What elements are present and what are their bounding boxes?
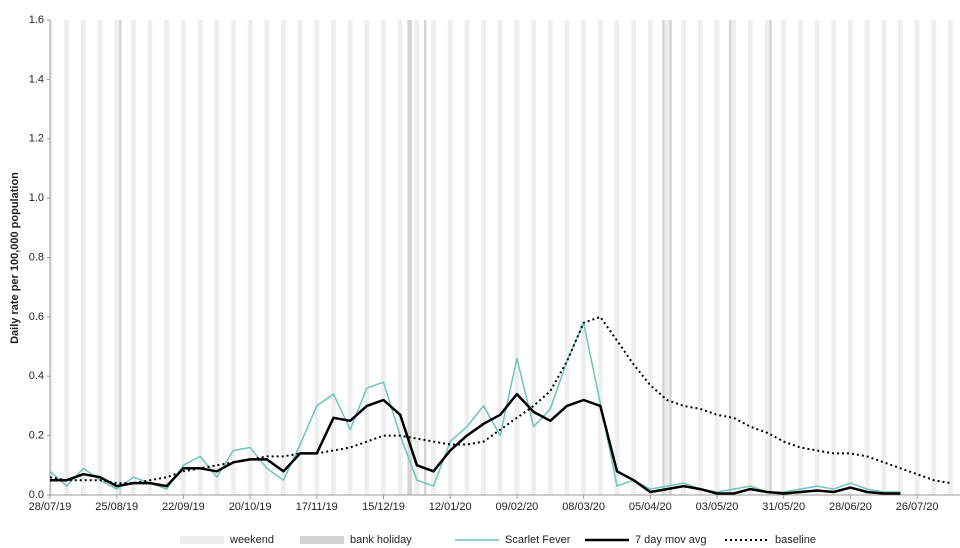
weekend-band bbox=[97, 20, 103, 495]
weekend-band bbox=[364, 20, 370, 495]
series-line bbox=[50, 392, 901, 495]
y-tick-label: 0.6 bbox=[29, 311, 44, 323]
x-tick-label: 20/10/19 bbox=[229, 501, 272, 513]
x-tick-label: 31/05/20 bbox=[762, 501, 805, 513]
bank-holiday-band bbox=[769, 20, 772, 495]
legend-label: weekend bbox=[229, 534, 274, 546]
weekend-band bbox=[881, 20, 887, 495]
x-tick-label: 03/05/20 bbox=[696, 501, 739, 513]
y-tick-label: 0.4 bbox=[29, 370, 44, 382]
weekend-band bbox=[647, 20, 653, 495]
weekend-band bbox=[948, 20, 953, 495]
weekend-band bbox=[214, 20, 220, 495]
y-tick-label: 0.8 bbox=[29, 251, 44, 263]
bank-holiday-band bbox=[119, 20, 122, 495]
weekend-band bbox=[731, 20, 737, 495]
x-tick-label: 09/02/20 bbox=[495, 501, 538, 513]
weekend-band bbox=[597, 20, 603, 495]
weekend-band bbox=[447, 20, 453, 495]
weekend-band bbox=[281, 20, 286, 495]
y-tick-label: 0.2 bbox=[29, 430, 44, 442]
weekend-band bbox=[898, 20, 903, 495]
legend-swatch bbox=[300, 536, 344, 544]
x-tick-label: 17/11/19 bbox=[296, 501, 338, 513]
weekend-band bbox=[130, 20, 136, 495]
legend-label: Scarlet Fever bbox=[505, 534, 571, 546]
weekend-band bbox=[714, 20, 720, 495]
weekend-band bbox=[264, 20, 270, 495]
weekend-band bbox=[381, 20, 386, 495]
x-tick-label: 15/12/19 bbox=[362, 501, 405, 513]
weekend-band bbox=[681, 20, 687, 495]
bank-holiday-band bbox=[409, 20, 413, 495]
legend-swatch bbox=[180, 536, 224, 544]
x-tick-label: 26/07/20 bbox=[896, 501, 939, 513]
y-tick-label: 1.4 bbox=[29, 73, 44, 85]
weekend-band bbox=[414, 20, 420, 495]
weekend-band bbox=[497, 20, 503, 495]
x-tick-label: 12/01/20 bbox=[429, 501, 472, 513]
weekend-band bbox=[164, 20, 170, 495]
weekend-band bbox=[247, 20, 253, 495]
weekend-band bbox=[564, 20, 570, 495]
bank-holiday-band bbox=[728, 20, 732, 495]
weekend-band bbox=[50, 20, 53, 495]
x-tick-label: 25/08/19 bbox=[95, 501, 138, 513]
weekend-band bbox=[231, 20, 236, 495]
series-line bbox=[49, 315, 951, 485]
weekend-band bbox=[697, 20, 703, 495]
weekend-band bbox=[581, 20, 586, 495]
legend-label: bank holiday bbox=[350, 534, 412, 546]
weekend-band bbox=[464, 20, 470, 495]
weekend-band bbox=[481, 20, 486, 495]
weekend-band bbox=[664, 20, 670, 495]
weekend-band bbox=[114, 20, 120, 495]
x-tick-label: 22/09/19 bbox=[162, 501, 205, 513]
weekend-band bbox=[848, 20, 853, 495]
y-tick-label: 1.6 bbox=[29, 14, 44, 26]
weekend-band bbox=[514, 20, 520, 495]
bank-holiday-band bbox=[424, 20, 427, 495]
weekend-band bbox=[314, 20, 320, 495]
bank-holiday-band bbox=[669, 20, 672, 495]
weekend-band bbox=[531, 20, 536, 495]
weekend-band bbox=[297, 20, 303, 495]
y-tick-label: 1.0 bbox=[29, 192, 44, 204]
bank-holiday-band bbox=[407, 20, 410, 495]
weekend-band bbox=[397, 20, 403, 495]
x-tick-label: 28/06/20 bbox=[829, 501, 872, 513]
series-line bbox=[49, 322, 901, 493]
x-tick-label: 28/07/19 bbox=[29, 501, 72, 513]
weekend-band bbox=[80, 20, 86, 495]
weekend-band bbox=[614, 20, 620, 495]
weekend-band bbox=[197, 20, 203, 495]
y-tick-label: 0.0 bbox=[29, 489, 44, 501]
weekend-band bbox=[798, 20, 803, 495]
weekend-band bbox=[347, 20, 353, 495]
weekend-band bbox=[147, 20, 153, 495]
x-tick-label: 05/04/20 bbox=[629, 501, 672, 513]
weekend-band bbox=[431, 20, 436, 495]
weekend-band bbox=[931, 20, 937, 495]
x-tick-label: 08/03/20 bbox=[562, 501, 605, 513]
legend-label: 7 day mov avg bbox=[635, 534, 707, 546]
weekend-band bbox=[331, 20, 336, 495]
weekend-band bbox=[864, 20, 870, 495]
weekend-band bbox=[64, 20, 70, 495]
weekend-band bbox=[631, 20, 637, 495]
weekend-band bbox=[747, 20, 753, 495]
y-tick-label: 1.2 bbox=[29, 133, 44, 145]
weekend-band bbox=[764, 20, 770, 495]
weekend-band bbox=[181, 20, 186, 495]
weekend-band bbox=[831, 20, 837, 495]
bank-holiday-band bbox=[662, 20, 665, 495]
legend-label: baseline bbox=[775, 534, 816, 546]
weekend-band bbox=[547, 20, 553, 495]
weekend-band bbox=[814, 20, 820, 495]
weekend-band bbox=[914, 20, 920, 495]
y-axis-label: Daily rate per 100,000 population bbox=[9, 172, 21, 344]
weekend-band bbox=[781, 20, 787, 495]
